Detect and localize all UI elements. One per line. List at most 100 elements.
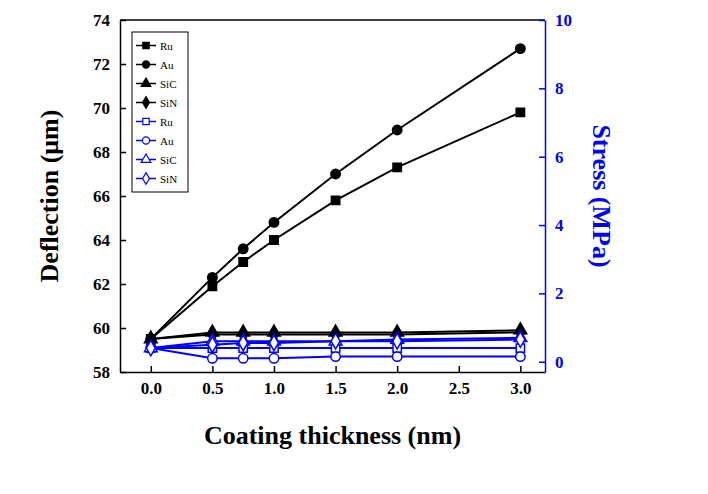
- legend-label: Ru: [160, 116, 173, 128]
- tick: 66: [93, 187, 126, 206]
- marker: [146, 340, 155, 356]
- tick: 74: [93, 11, 126, 30]
- legend-marker: [143, 42, 149, 48]
- legend-marker: [142, 137, 149, 144]
- marker: [516, 44, 525, 53]
- marker: [331, 169, 340, 178]
- tick-label: 74: [93, 11, 111, 30]
- tick: 8: [539, 79, 564, 98]
- tick: 70: [93, 99, 126, 118]
- legend-label: SiC: [160, 78, 177, 90]
- tick-label: 4: [555, 216, 564, 235]
- tick: 2.5: [449, 366, 470, 398]
- y2-title: Stress (MPa): [587, 124, 616, 267]
- y-title: Deflection (μm): [35, 110, 64, 283]
- tick-mark: [212, 366, 214, 372]
- legend-box: [132, 32, 188, 192]
- tick-mark: [151, 366, 153, 372]
- legend-marker: [143, 97, 150, 109]
- tick: 1.5: [325, 366, 346, 398]
- tick-label: 58: [93, 363, 110, 382]
- legend-label: SiN: [160, 97, 177, 109]
- tick-mark: [120, 108, 126, 110]
- legend-label: Au: [160, 59, 174, 71]
- tick-label: 72: [93, 55, 110, 74]
- marker: [393, 163, 401, 171]
- marker: [331, 196, 339, 204]
- frame-top: [120, 19, 545, 21]
- tick: 0.0: [141, 366, 162, 398]
- marker: [331, 352, 340, 361]
- tick-mark: [539, 88, 545, 90]
- tick-mark: [120, 152, 126, 154]
- plot-area: [144, 44, 526, 363]
- tick: 10: [539, 11, 572, 30]
- tick-mark: [120, 64, 126, 66]
- tick: 0: [539, 353, 564, 372]
- x-axis: 0.0 0.5 1.0 1.5 2.0 2.5 3.0: [121, 366, 546, 398]
- marker: [238, 244, 247, 253]
- tick-label: 2.5: [449, 379, 470, 398]
- legend-label: SiC: [160, 154, 177, 166]
- tick: 64: [93, 231, 126, 250]
- tick-mark: [120, 196, 126, 198]
- legend-marker: [143, 118, 149, 124]
- tick-label: 3.0: [510, 379, 531, 398]
- legend-marker: [141, 154, 151, 162]
- marker: [516, 108, 524, 116]
- y-axis: 58 60 62 64 66 68 70 72 74: [93, 11, 126, 382]
- marker: [516, 352, 525, 361]
- marker: [331, 333, 340, 349]
- tick: 72: [93, 55, 126, 74]
- tick-mark: [539, 293, 545, 295]
- marker: [516, 332, 525, 348]
- marker: [239, 258, 247, 266]
- tick: 62: [93, 275, 126, 294]
- legend-label: SiN: [160, 173, 177, 185]
- tick-mark: [120, 240, 126, 242]
- tick-mark: [539, 20, 545, 22]
- tick: 60: [93, 319, 126, 338]
- marker: [392, 352, 401, 361]
- tick: 2.0: [387, 366, 408, 398]
- tick-mark: [520, 366, 522, 372]
- axis-line: [121, 372, 546, 374]
- tick: 0.5: [202, 366, 223, 398]
- marker: [239, 335, 248, 351]
- series-line: [151, 112, 521, 339]
- tick-mark: [120, 372, 126, 374]
- tick-mark: [539, 361, 545, 363]
- series-line: [151, 49, 521, 339]
- tick-label: 64: [93, 231, 111, 250]
- tick-mark: [335, 366, 337, 372]
- tick-label: 2: [555, 284, 564, 303]
- tick: 68: [93, 143, 126, 162]
- tick-label: 8: [555, 79, 564, 98]
- legend-label: Ru: [160, 40, 173, 52]
- chart: 0.00.51.01.52.02.53.05860626466687072740…: [0, 0, 708, 494]
- legend-marker: [143, 173, 150, 185]
- tick-label: 10: [555, 11, 572, 30]
- axis-line: [545, 21, 547, 373]
- legend-label: Au: [160, 135, 174, 147]
- tick-label: 68: [93, 143, 110, 162]
- tick-label: 60: [93, 319, 110, 338]
- tick-mark: [120, 328, 126, 330]
- tick-label: 66: [93, 187, 110, 206]
- marker: [393, 333, 402, 349]
- tick-mark: [459, 366, 461, 372]
- tick: 4: [539, 216, 564, 235]
- legend-marker: [141, 78, 151, 86]
- tick-mark: [539, 156, 545, 158]
- marker: [208, 273, 217, 282]
- tick-label: 1.5: [325, 379, 346, 398]
- tick-label: 70: [93, 99, 110, 118]
- marker: [392, 125, 401, 134]
- tick: 3.0: [510, 366, 531, 398]
- tick-mark: [539, 225, 545, 227]
- tick: 6: [539, 148, 564, 167]
- tick-label: 1.0: [264, 379, 285, 398]
- tick-mark: [274, 366, 276, 372]
- marker: [208, 282, 216, 290]
- y2-axis: 0 2 4 6 8 10: [539, 11, 572, 373]
